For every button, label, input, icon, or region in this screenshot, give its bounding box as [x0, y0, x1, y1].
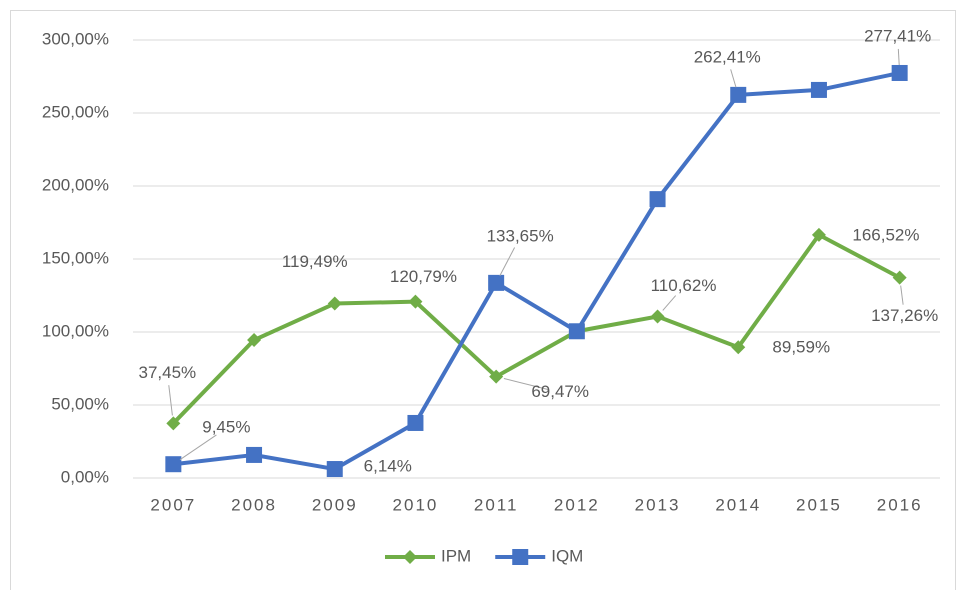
point [327, 296, 342, 311]
leader-line [168, 385, 173, 416]
point [326, 461, 343, 478]
x-tick-label: 2013 [635, 495, 681, 514]
y-tick-label: 150,00% [42, 248, 109, 267]
data-label: 120,79% [390, 267, 457, 286]
data-label: 262,41% [694, 47, 761, 66]
point [166, 416, 181, 431]
y-tick-label: 200,00% [42, 175, 109, 194]
leader-line [662, 295, 677, 311]
x-tick-label: 2012 [554, 495, 600, 514]
point [247, 333, 262, 348]
data-label: 110,62% [651, 276, 717, 295]
point [731, 340, 746, 355]
leader-line [499, 247, 516, 277]
point [568, 323, 585, 340]
data-label: 69,47% [531, 382, 589, 401]
point [891, 64, 908, 81]
data-label: 9,45% [202, 418, 250, 437]
x-tick-label: 2015 [796, 495, 842, 514]
y-tick-label: 100,00% [42, 321, 109, 340]
point [407, 414, 424, 431]
point [408, 294, 423, 309]
data-label: 89,59% [772, 338, 830, 357]
chart-border [10, 10, 956, 590]
y-tick-label: 50,00% [51, 394, 109, 413]
leader-line [897, 48, 900, 66]
point [165, 456, 182, 473]
point [892, 270, 907, 285]
legend-marker [403, 550, 417, 564]
data-label: 119,49% [282, 252, 348, 271]
x-tick-label: 2016 [877, 495, 923, 514]
legend-marker [512, 549, 529, 565]
data-label: 133,65% [487, 226, 554, 245]
leader-line [503, 378, 549, 391]
legend-label: IQM [551, 546, 583, 565]
point [730, 86, 747, 103]
data-label: 37,45% [139, 363, 197, 382]
leader-line [900, 285, 904, 305]
legend-label: IPM [441, 546, 471, 565]
x-tick-label: 2007 [150, 495, 196, 514]
series-line [173, 71, 901, 472]
data-label: 166,52% [852, 225, 919, 244]
data-label: 137,26% [871, 306, 938, 325]
data-label: 6,14% [364, 457, 412, 476]
x-tick-label: 2010 [393, 495, 439, 514]
point [811, 227, 826, 242]
x-tick-label: 2009 [312, 495, 358, 514]
leader-line [179, 434, 217, 461]
point [810, 81, 827, 98]
point [650, 309, 665, 324]
y-tick-label: 300,00% [42, 29, 109, 48]
point [488, 274, 505, 291]
point [649, 191, 666, 208]
x-tick-label: 2011 [474, 495, 519, 514]
point [246, 446, 263, 463]
leader-line [730, 69, 737, 88]
series-line [171, 232, 901, 425]
x-tick-label: 2008 [231, 495, 277, 514]
data-label: 277,41% [864, 26, 931, 45]
x-tick-label: 2014 [715, 495, 761, 514]
y-tick-label: 250,00% [42, 102, 109, 121]
y-tick-label: 0,00% [61, 467, 109, 486]
point [489, 369, 504, 384]
